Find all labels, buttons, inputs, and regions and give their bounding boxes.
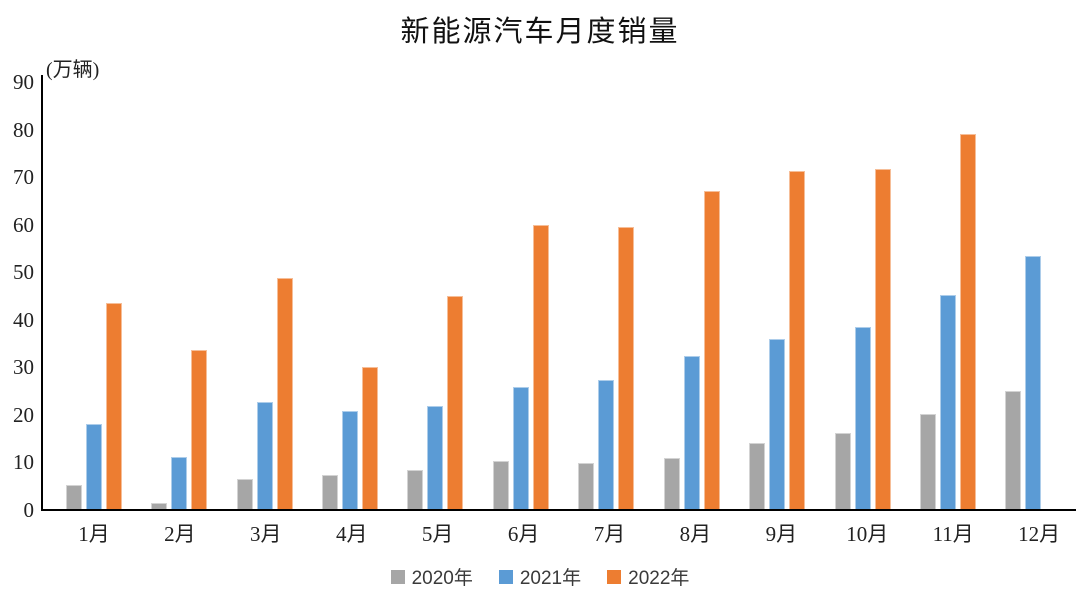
month-group-8月 — [649, 75, 734, 509]
x-category-label-7月: 7月 — [593, 522, 626, 546]
y-tick-label: 50 — [13, 260, 34, 285]
bar-2020年-11月 — [919, 413, 936, 509]
bar-2022年-7月 — [618, 226, 635, 509]
legend-item-2020年: 2020年 — [390, 563, 473, 590]
bar-2022年-1月 — [105, 303, 122, 509]
month-group-1月 — [51, 75, 136, 509]
bar-2021年-6月 — [512, 387, 529, 509]
x-category-label-10月: 10月 — [846, 522, 889, 546]
bar-2021年-12月 — [1025, 256, 1042, 509]
x-category-label-8月: 8月 — [679, 522, 712, 546]
bar-2020年-5月 — [407, 470, 424, 509]
y-tick-label: 90 — [13, 70, 34, 94]
bar-2022年-11月 — [959, 133, 976, 509]
bar-2022年-10月 — [874, 168, 891, 509]
month-group-2月 — [136, 75, 221, 509]
bars-container — [51, 75, 1076, 509]
bar-2021年-10月 — [854, 326, 871, 509]
legend-label: 2020年 — [411, 568, 473, 589]
bar-2021年-5月 — [427, 405, 444, 509]
bar-2022年-2月 — [191, 349, 208, 509]
x-category-label-2月: 2月 — [164, 522, 196, 546]
bar-2020年-6月 — [492, 460, 509, 509]
x-category-label-5月: 5月 — [421, 522, 454, 546]
chart-title: 新能源汽车月度销量 — [400, 16, 680, 48]
bar-2020年-1月 — [65, 485, 82, 509]
month-group-7月 — [564, 75, 649, 509]
month-group-4月 — [307, 75, 392, 509]
bar-2020年-7月 — [578, 462, 595, 509]
bar-2021年-8月 — [683, 356, 700, 509]
month-group-5月 — [393, 75, 478, 509]
legend-item-2021年: 2021年 — [498, 563, 582, 590]
y-tick-label: 60 — [13, 212, 34, 237]
x-category-label-6月: 6月 — [507, 522, 540, 546]
bar-2021年-1月 — [85, 423, 102, 509]
x-category-label-9月: 9月 — [765, 522, 798, 546]
legend-label: 2021年 — [519, 568, 582, 589]
bar-2022年-8月 — [703, 191, 720, 509]
x-category-label-3月: 3月 — [250, 522, 282, 546]
month-group-11月 — [905, 75, 990, 509]
bar-2020年-4月 — [321, 474, 338, 509]
bar-2021年-9月 — [769, 339, 786, 509]
legend-swatch-icon — [498, 569, 513, 584]
bar-2022年-9月 — [789, 171, 806, 509]
legend-swatch-icon — [607, 569, 622, 584]
month-group-10月 — [820, 75, 905, 509]
x-category-label-12月: 12月 — [1018, 522, 1061, 546]
x-category-label-1月: 1月 — [78, 522, 110, 546]
legend-label: 2022年 — [628, 568, 690, 589]
bar-2020年-12月 — [1005, 391, 1022, 509]
y-tick-label: 0 — [23, 498, 35, 522]
x-category-label-11月: 11月 — [932, 522, 974, 546]
y-tick-label: 10 — [13, 450, 34, 475]
y-tick-label: 30 — [13, 355, 34, 380]
bar-2022年-6月 — [532, 224, 549, 509]
bar-2020年-8月 — [663, 457, 680, 509]
bar-2022年-3月 — [276, 278, 293, 509]
bar-2021年-7月 — [598, 380, 615, 509]
y-tick-label: 40 — [13, 307, 34, 332]
legend-swatch-icon — [390, 569, 405, 584]
month-group-6月 — [478, 75, 563, 509]
x-axis-category-labels: 1月 2月 3月 4月 5月 6月 7月 8月 9月 10月 11月 12月 — [43, 518, 1080, 548]
bar-2021年-4月 — [341, 411, 358, 509]
legend-item-2022年: 2022年 — [607, 563, 689, 590]
bar-2020年-10月 — [834, 432, 851, 509]
bar-2020年-9月 — [749, 442, 766, 509]
bar-2020年-3月 — [236, 479, 253, 509]
bar-2022年-4月 — [361, 366, 378, 509]
bar-2021年-11月 — [939, 295, 956, 509]
bar-2021年-3月 — [256, 401, 273, 509]
legend: 2020年 2021年 2022年 — [0, 563, 1080, 590]
x-category-label-4月: 4月 — [335, 522, 368, 546]
month-group-12月 — [991, 75, 1076, 509]
y-axis-unit-label: (万辆) — [46, 59, 100, 81]
y-tick-label: 80 — [13, 117, 34, 142]
bar-2022年-5月 — [447, 295, 464, 509]
month-group-9月 — [734, 75, 819, 509]
y-tick-label: 70 — [13, 165, 34, 190]
y-tick-label: 20 — [13, 402, 34, 427]
month-group-3月 — [222, 75, 307, 509]
bar-2020年-2月 — [151, 502, 168, 509]
bar-2021年-2月 — [171, 456, 188, 509]
plot-area — [41, 75, 1076, 511]
